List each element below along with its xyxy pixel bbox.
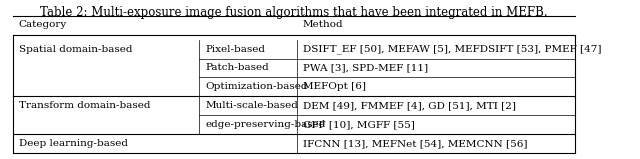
Text: Patch-based: Patch-based <box>205 63 269 73</box>
Text: IFCNN [13], MEFNet [54], MEMCNN [56]: IFCNN [13], MEFNet [54], MEMCNN [56] <box>303 139 527 148</box>
Text: Transform domain-based: Transform domain-based <box>19 101 150 110</box>
Text: DEM [49], FMMEF [4], GD [51], MTI [2]: DEM [49], FMMEF [4], GD [51], MTI [2] <box>303 101 516 110</box>
Text: Optimization-based: Optimization-based <box>205 82 308 91</box>
Text: Deep learning-based: Deep learning-based <box>19 139 127 148</box>
Text: DSIFT_EF [50], MEFAW [5], MEFDSIFT [53], PMEF [47]: DSIFT_EF [50], MEFAW [5], MEFDSIFT [53],… <box>303 44 601 54</box>
Text: Pixel-based: Pixel-based <box>205 45 265 54</box>
Text: Multi-scale-based: Multi-scale-based <box>205 101 298 110</box>
Text: GFF [10], MGFF [55]: GFF [10], MGFF [55] <box>303 120 415 129</box>
Text: MEFOpt [6]: MEFOpt [6] <box>303 82 365 91</box>
Text: Spatial domain-based: Spatial domain-based <box>19 45 132 54</box>
Text: edge-preserving-based: edge-preserving-based <box>205 120 325 129</box>
Text: Category: Category <box>19 20 67 29</box>
Text: PWA [3], SPD-MEF [11]: PWA [3], SPD-MEF [11] <box>303 63 428 73</box>
Text: Method: Method <box>303 20 343 29</box>
Text: Table 2: Multi-exposure image fusion algorithms that have been integrated in MEF: Table 2: Multi-exposure image fusion alg… <box>40 6 548 19</box>
